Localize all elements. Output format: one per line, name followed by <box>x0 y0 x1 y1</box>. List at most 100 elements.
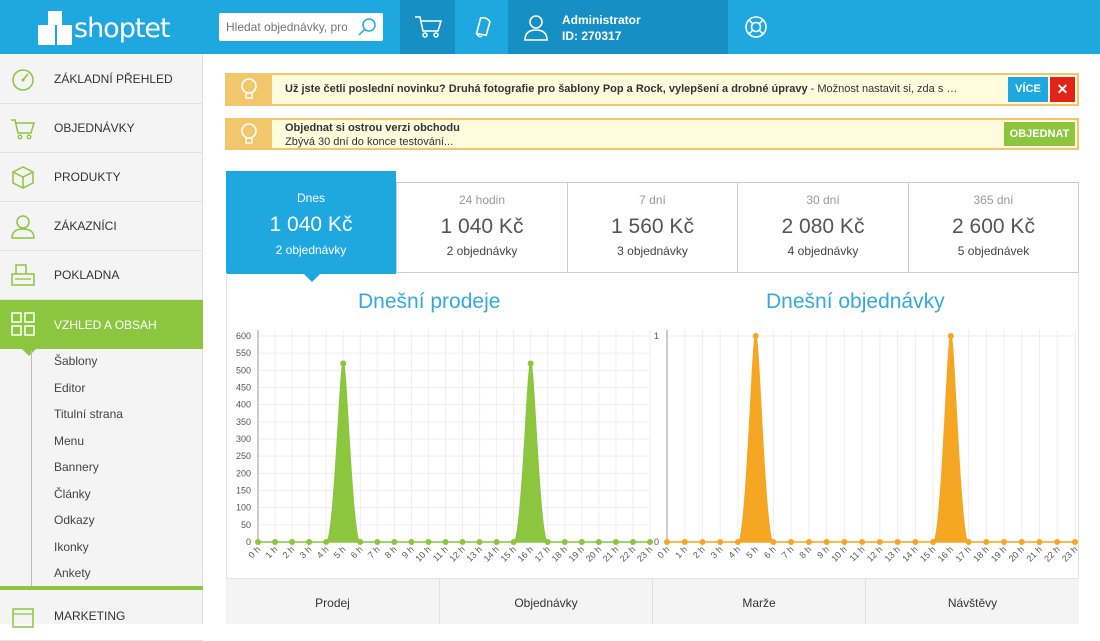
data-point <box>823 539 830 545</box>
x-tick-label: 1 h <box>673 544 689 560</box>
sidebar-item-customers[interactable]: ZÁKAZNÍCI <box>0 202 203 251</box>
close-notice-button[interactable]: ✕ <box>1050 77 1075 102</box>
subnav-item-templates[interactable]: Šablony <box>54 354 98 368</box>
orders-chart-title: Dnešní objednávky <box>766 290 945 313</box>
x-tick-label: 13 h <box>883 544 902 563</box>
charts-panel <box>226 273 1079 579</box>
tab-30-days[interactable]: 30 dní 2 080 Kč 4 objednávky <box>737 183 908 272</box>
sidebar-item-label: ZÁKLADNÍ PŘEHLED <box>54 72 173 86</box>
sidebar-item-marketing[interactable]: MARKETING <box>0 592 203 641</box>
sidebar-item-products[interactable]: PRODUKTY <box>0 153 203 202</box>
sidebar-item-orders[interactable]: OBJEDNÁVKY <box>0 104 203 153</box>
summary-label: Objednávky <box>514 596 578 610</box>
trial-notice-title: Objednat si ostrou verzi obchodu <box>285 122 460 134</box>
data-point <box>859 539 866 545</box>
stat-period: 365 dní <box>973 193 1014 207</box>
notifications-button[interactable] <box>455 0 508 54</box>
marketing-icon <box>12 608 34 628</box>
data-point <box>1018 539 1025 545</box>
subnav-item-polls[interactable]: Ankety <box>54 566 91 580</box>
admin-account-button[interactable]: Administrator ID: 270317 <box>508 0 728 54</box>
admin-name: Administrator <box>562 13 641 27</box>
x-tick-label: 12 h <box>865 544 884 563</box>
data-point <box>612 539 619 545</box>
data-point <box>947 333 954 339</box>
search-icon[interactable] <box>357 17 377 37</box>
data-point <box>391 539 398 545</box>
sidebar-item-label: MARKETING <box>54 609 126 623</box>
box-icon <box>12 166 34 189</box>
stat-orders: 3 objednávky <box>617 244 688 258</box>
data-point <box>408 539 415 545</box>
y-tick-label: 1 <box>654 331 659 341</box>
x-tick-label: 23 h <box>1060 544 1079 563</box>
x-tick-label: 5 h <box>744 544 760 560</box>
data-point <box>752 333 759 339</box>
tab-7-days[interactable]: 7 dní 1 560 Kč 3 objednávky <box>567 183 737 272</box>
subnav-item-banners[interactable]: Bannery <box>54 460 99 474</box>
data-point <box>595 539 602 545</box>
summary-sales: Prodej <box>226 579 439 624</box>
x-tick-label: 15 h <box>918 544 937 563</box>
bell-icon <box>475 16 491 38</box>
y-tick-label: 500 <box>236 365 251 375</box>
shoptet-logo[interactable]: shoptet <box>0 0 203 54</box>
logo-mark-icon <box>38 11 72 45</box>
x-tick-label: 4 h <box>315 544 331 560</box>
y-tick-label: 250 <box>236 451 251 461</box>
data-point <box>459 539 466 545</box>
sidebar-item-appearance[interactable]: VZHLED A OBSAH <box>0 300 203 356</box>
x-tick-label: 18 h <box>550 544 569 563</box>
subnav-item-icons[interactable]: Ikonky <box>54 540 89 554</box>
order-full-version-button[interactable]: OBJEDNAT <box>1004 122 1075 146</box>
x-tick-label: 16 h <box>516 544 535 563</box>
subnav-item-editor[interactable]: Editor <box>54 381 86 395</box>
summary-label: Marže <box>742 596 776 610</box>
y-tick-label: 200 <box>236 468 251 478</box>
summary-visits: Návštěvy <box>865 579 1079 624</box>
tab-365-days[interactable]: 365 dní 2 600 Kč 5 objednávek <box>908 183 1078 272</box>
user-icon <box>11 215 35 239</box>
y-tick-label: 400 <box>236 400 251 410</box>
more-button[interactable]: VÍCE <box>1008 77 1048 102</box>
search-input[interactable] <box>219 13 347 41</box>
tab-24-hours[interactable]: 24 hodin 1 040 Kč 2 objednávky <box>396 183 567 272</box>
sales-chart-title: Dnešní prodeje <box>358 290 501 313</box>
subnav-item-menu[interactable]: Menu <box>54 434 85 448</box>
data-point <box>681 539 688 545</box>
x-tick-label: 19 h <box>567 544 586 563</box>
sidebar-item-dashboard[interactable]: ZÁKLADNÍ PŘEHLED <box>0 55 203 104</box>
stat-orders: 2 objednávky <box>275 243 347 257</box>
trial-notice: Objednat si ostrou verzi obchodu Zbývá 3… <box>225 118 1079 150</box>
subnav-item-homepage[interactable]: Titulní strana <box>54 407 123 421</box>
x-tick-label: 20 h <box>1007 544 1026 563</box>
x-tick-label: 7 h <box>780 544 796 560</box>
x-tick-label: 3 h <box>298 544 314 560</box>
stat-amount: 1 560 Kč <box>611 215 694 238</box>
y-tick-label: 450 <box>236 383 251 393</box>
search-box[interactable] <box>219 13 383 41</box>
data-point <box>734 539 741 545</box>
tab-today[interactable]: Dnes 1 040 Kč 2 objednávky <box>226 171 396 282</box>
sidebar-item-label: ZÁKAZNÍCI <box>54 219 117 233</box>
stat-period: 24 hodin <box>458 193 506 207</box>
data-point <box>1072 539 1078 545</box>
summary-label: Návštěvy <box>947 596 998 610</box>
help-button[interactable] <box>728 0 783 54</box>
x-tick-label: 11 h <box>848 544 867 563</box>
lightbulb-icon <box>227 75 272 104</box>
data-point <box>841 539 848 545</box>
data-point <box>1054 539 1061 545</box>
orders-cart-button[interactable] <box>400 0 455 54</box>
sidebar-item-cash-register[interactable]: POKLADNA <box>0 251 203 300</box>
subnav-item-links[interactable]: Odkazy <box>54 513 95 527</box>
stat-period: 7 dní <box>639 193 666 207</box>
data-point <box>544 539 551 545</box>
x-tick-label: 21 h <box>1024 544 1043 563</box>
subnav-item-articles[interactable]: Články <box>54 487 91 501</box>
subnav-line <box>31 350 32 586</box>
sidebar-item-label: POKLADNA <box>54 268 120 282</box>
data-point <box>805 539 812 545</box>
data-point <box>930 539 937 545</box>
y-tick-label: 350 <box>236 417 251 427</box>
